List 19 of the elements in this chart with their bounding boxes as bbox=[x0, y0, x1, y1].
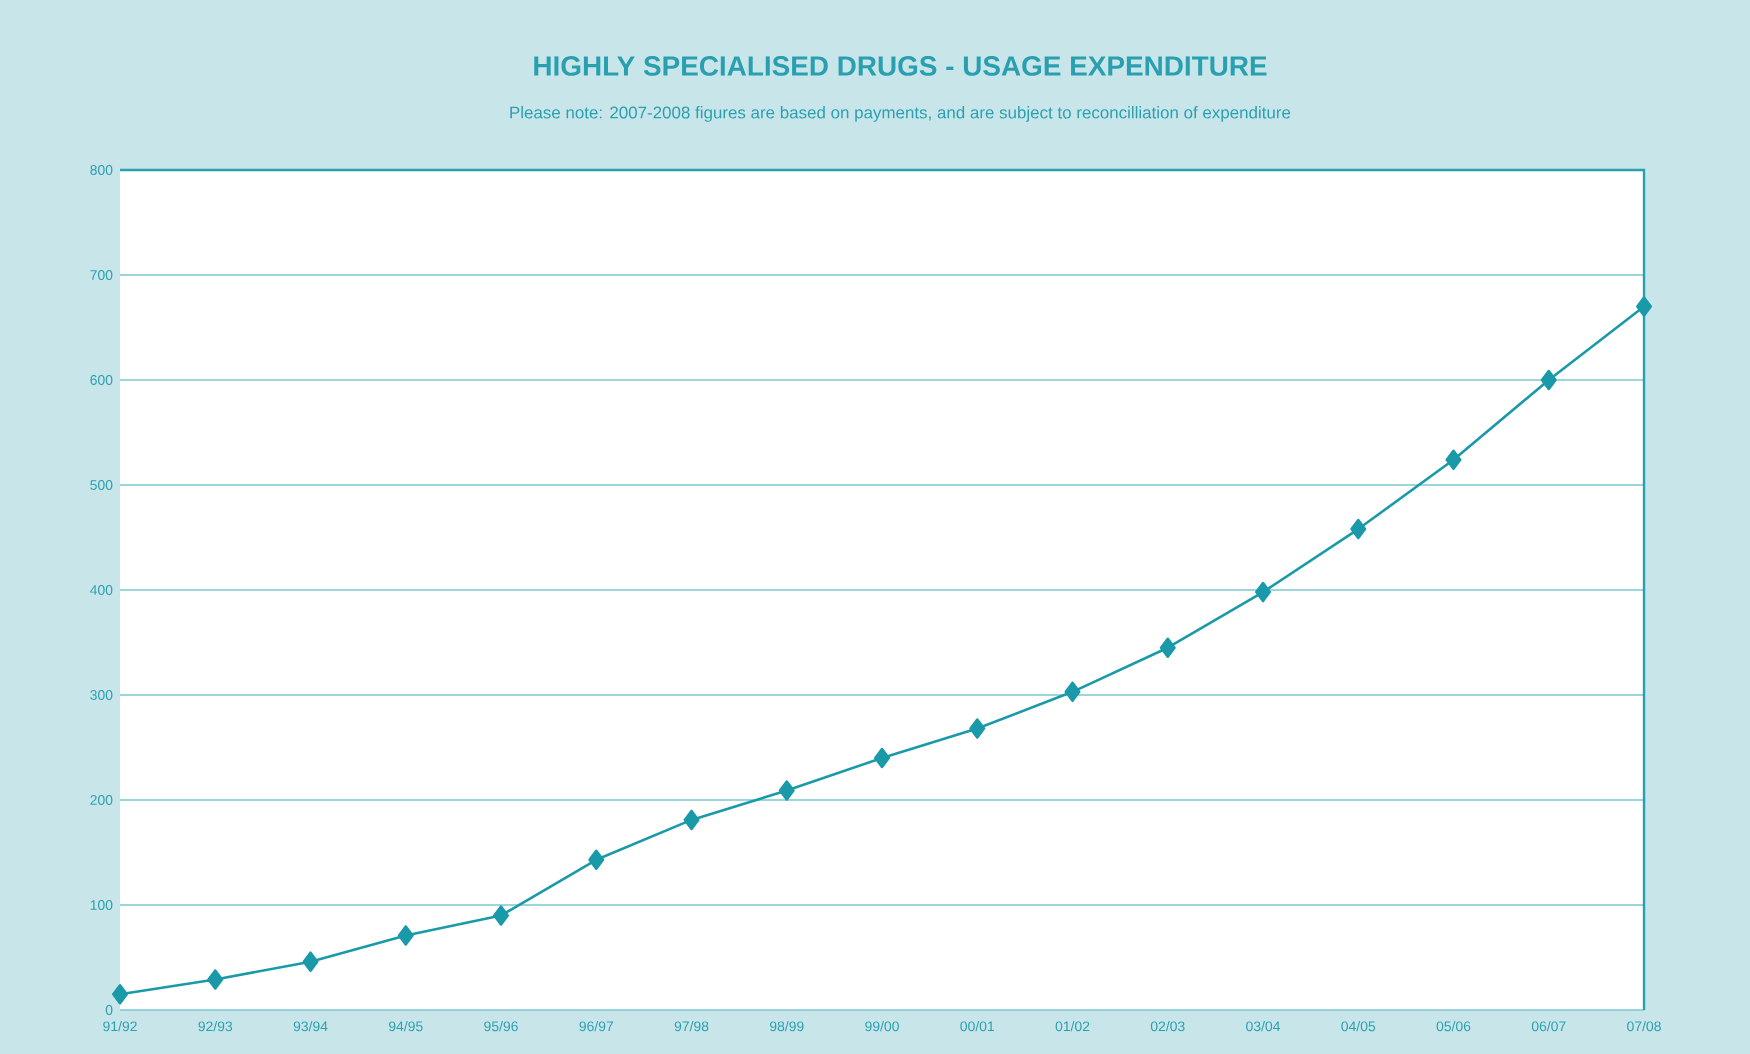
point bbox=[1636, 296, 1653, 317]
point bbox=[493, 905, 510, 926]
point bbox=[683, 809, 700, 831]
chart-title: HIGHLY SPECIALISED DRUGS - USAGE EXPENDITURE bbox=[534, 56, 1267, 76]
chart-subtitle: Please note: 2007-2008 figures are based on payments, and are subject to reconcilliation of expenditure bbox=[510, 106, 1291, 122]
point bbox=[874, 747, 891, 769]
point bbox=[969, 718, 986, 739]
point bbox=[207, 969, 224, 990]
point bbox=[1540, 369, 1557, 391]
point bbox=[1159, 637, 1176, 658]
point bbox=[397, 925, 414, 946]
point bbox=[302, 951, 319, 972]
point bbox=[1350, 518, 1367, 540]
point bbox=[588, 849, 605, 871]
point bbox=[1445, 449, 1462, 471]
point bbox=[111, 983, 129, 1005]
point bbox=[1064, 681, 1081, 703]
point bbox=[1255, 581, 1272, 603]
point bbox=[778, 780, 795, 801]
